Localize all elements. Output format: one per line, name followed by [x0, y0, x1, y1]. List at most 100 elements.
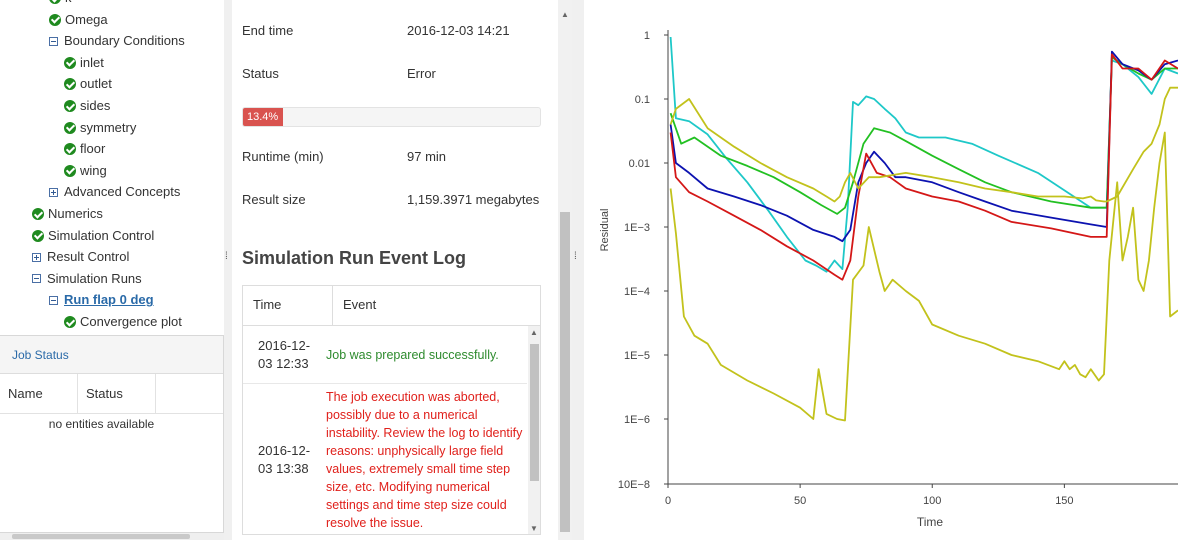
tree-item-label: Boundary Conditions	[64, 33, 185, 49]
result-size-label: Result size	[242, 192, 306, 207]
end-time-value: 2016-12-03 14:21	[407, 23, 510, 38]
x-axis-label: Time	[917, 515, 944, 529]
tree-item-label: Simulation Runs	[47, 270, 142, 286]
scrollbar-thumb[interactable]	[530, 344, 539, 481]
collapse-icon[interactable]	[49, 295, 58, 305]
y-tick-label: 1E−6	[624, 414, 650, 426]
tree-item[interactable]: symmetry	[64, 118, 136, 138]
tree-item[interactable]: inlet	[64, 53, 104, 73]
run-detail-panel: End time 2016-12-03 14:21 Status Error 1…	[232, 0, 557, 540]
detail-scrollbar[interactable]: ▲	[558, 0, 572, 540]
job-status-columns: Name Status	[0, 374, 223, 414]
project-tree: k Omega Boundary Conditions inlet outlet side…	[0, 0, 224, 335]
tree-item[interactable]: outlet	[64, 74, 112, 94]
x-tick-label: 150	[1055, 495, 1073, 507]
tree-item-label: symmetry	[80, 119, 137, 135]
check-circle-icon	[64, 100, 76, 112]
check-circle-icon	[64, 121, 76, 134]
scroll-up-icon[interactable]: ▲	[530, 328, 538, 337]
tree-item-label: Numerics	[48, 206, 103, 221]
tree-item[interactable]: wing	[64, 161, 107, 181]
log-event: Job was prepared successfully.	[326, 347, 499, 362]
tree-item[interactable]: Simulation Control	[32, 226, 154, 246]
tree-item-label: Advanced Concepts	[64, 184, 181, 200]
splitter-grip-icon: ⁞	[225, 251, 228, 262]
y-axis-label: Residual	[599, 209, 611, 252]
collapse-icon[interactable]	[49, 36, 58, 46]
expand-icon[interactable]	[32, 252, 41, 262]
series-line	[669, 86, 1178, 203]
scroll-down-icon[interactable]: ▼	[530, 524, 538, 533]
check-circle-icon	[32, 229, 44, 242]
column-status[interactable]: Status	[78, 374, 156, 413]
check-circle-icon	[49, 13, 61, 26]
tree-item-label: Convergence plot	[80, 314, 182, 329]
column-name[interactable]: Name	[0, 374, 78, 413]
residual-chart: 1 0.1 0.01 1E−3 1E−4 1E−5 1E−6 10E−8 0 50 100 150 Ti…	[599, 30, 1178, 529]
tree-item-label: inlet	[80, 54, 104, 70]
log-time: 2016-12-03 12:33	[258, 337, 311, 371]
x-tick-label: 100	[923, 495, 941, 507]
tree-item-label: sides	[80, 98, 111, 113]
check-circle-icon	[32, 208, 44, 220]
tree-item-label[interactable]: Run flap 0 deg	[64, 292, 154, 308]
convergence-chart-panel: 1 0.1 0.01 1E−3 1E−4 1E−5 1E−6 10E−8 0 50 100 150 Ti…	[584, 0, 1178, 540]
log-row: 2016-12-03 12:33 Job was prepared succes…	[243, 326, 527, 384]
job-status-panel: Job Status Name Status no entities avail…	[0, 335, 224, 533]
tree-item[interactable]: Result Control	[32, 247, 129, 267]
scrollbar-thumb[interactable]	[560, 212, 570, 532]
runtime-label: Runtime (min)	[242, 149, 324, 164]
empty-message: no entities available	[48, 417, 155, 431]
y-tick-label: 1E−3	[624, 222, 650, 234]
log-scrollbar[interactable]: ▲ ▼	[528, 326, 540, 534]
column-time[interactable]: Time	[243, 286, 333, 325]
job-status-title: Job Status	[0, 336, 223, 374]
result-size-value: 1,159.3971 megabytes	[407, 192, 540, 207]
status-value: Error	[407, 66, 436, 81]
expand-icon[interactable]	[49, 187, 58, 197]
tree-item[interactable]: Simulation Runs	[32, 269, 142, 289]
y-tick-label: 0.1	[635, 94, 650, 106]
tree-item[interactable]: Convergence plot	[64, 312, 182, 332]
tree-item[interactable]: floor	[64, 139, 105, 159]
column-filler	[156, 374, 222, 413]
splitter-grip-icon: ⁞	[574, 251, 577, 262]
check-circle-icon	[64, 164, 76, 177]
tree-item-label: Simulation Control	[48, 227, 155, 243]
scrollbar-thumb[interactable]	[12, 534, 190, 539]
event-log-header: Time Event	[243, 286, 540, 326]
series-line	[669, 131, 1178, 422]
tree-item[interactable]: Advanced Concepts	[49, 182, 180, 202]
tree-item[interactable]: Numerics	[32, 204, 103, 224]
y-tick-label: 1	[644, 30, 650, 42]
tree-item[interactable]: k	[49, 0, 72, 8]
progress-fill: 13.4%	[243, 108, 283, 126]
x-tick-label: 50	[794, 495, 806, 507]
tree-item-label: Result Control	[47, 249, 130, 265]
y-tick-label: 1E−4	[624, 286, 650, 298]
tree-item[interactable]: sides	[64, 96, 110, 116]
left-splitter[interactable]: ⁞	[224, 0, 232, 540]
event-log-title: Simulation Run Event Log	[242, 248, 466, 268]
tree-item[interactable]: Omega	[49, 10, 108, 30]
check-circle-icon	[64, 316, 76, 328]
x-tick-label: 0	[665, 495, 671, 507]
tree-item[interactable]: Boundary Conditions	[49, 31, 185, 51]
right-splitter[interactable]: ⁞	[572, 0, 584, 540]
tree-item-label: wing	[80, 162, 107, 178]
check-circle-icon	[64, 143, 76, 156]
series-line	[669, 53, 1178, 281]
tree-item-label: outlet	[80, 76, 112, 92]
check-circle-icon	[64, 56, 76, 69]
log-time: 2016-12-03 13:38	[258, 442, 311, 476]
horizontal-scrollbar[interactable]	[0, 533, 224, 540]
tree-item[interactable]: Run flap 0 deg	[49, 290, 154, 310]
collapse-icon[interactable]	[32, 274, 41, 284]
column-event[interactable]: Event	[343, 297, 377, 312]
tree-item-label: k	[65, 0, 72, 8]
y-tick-label: 10E−8	[618, 479, 650, 491]
series-line	[669, 50, 1178, 243]
scroll-up-icon[interactable]: ▲	[561, 10, 569, 19]
tree-item-label: Omega	[65, 11, 108, 27]
check-circle-icon	[49, 0, 61, 4]
